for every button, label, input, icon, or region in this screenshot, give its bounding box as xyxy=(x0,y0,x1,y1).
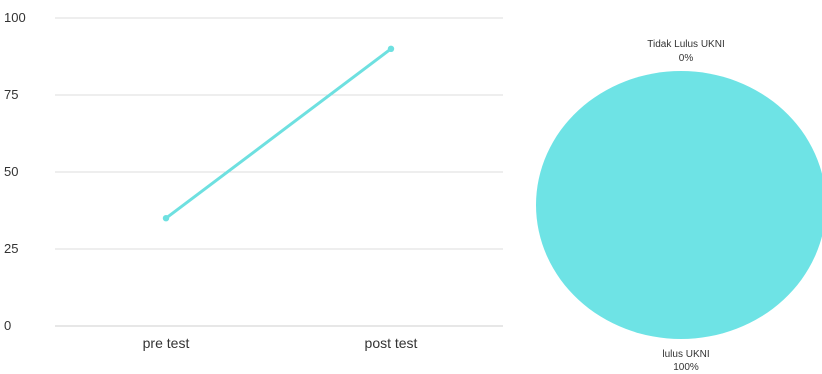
pie-slice-labels: Tidak Lulus UKNI 0% lulus UKNI 100% xyxy=(647,39,724,373)
line-series xyxy=(162,45,395,222)
y-axis-tick-labels: 0 25 50 75 100 xyxy=(4,10,26,333)
data-point-pre-test xyxy=(162,215,170,222)
line-chart: 0 25 50 75 100 pre test post test xyxy=(4,10,503,351)
x-tick-label-pre-test: pre test xyxy=(143,335,190,351)
y-tick-label-50: 50 xyxy=(4,164,18,179)
data-point-post-test xyxy=(387,45,395,52)
pie-label-lulus-name: lulus UKNI xyxy=(662,349,709,360)
pie-slices xyxy=(536,71,822,339)
series-line xyxy=(164,47,393,220)
pie-label-lulus-value: 100% xyxy=(673,362,699,373)
x-tick-label-post-test: post test xyxy=(365,335,418,351)
y-tick-label-25: 25 xyxy=(4,241,18,256)
y-tick-label-75: 75 xyxy=(4,87,18,102)
x-axis-tick-labels: pre test post test xyxy=(143,335,418,351)
pie-chart: Tidak Lulus UKNI 0% lulus UKNI 100% xyxy=(536,39,822,373)
pie-label-tidak-lulus-value: 0% xyxy=(679,53,694,64)
y-tick-label-100: 100 xyxy=(4,10,26,25)
pie-label-tidak-lulus-name: Tidak Lulus UKNI xyxy=(647,39,724,50)
grid-lines xyxy=(55,17,503,327)
y-tick-label-0: 0 xyxy=(4,318,11,333)
pie-slice-lulus-ukni xyxy=(536,71,822,339)
